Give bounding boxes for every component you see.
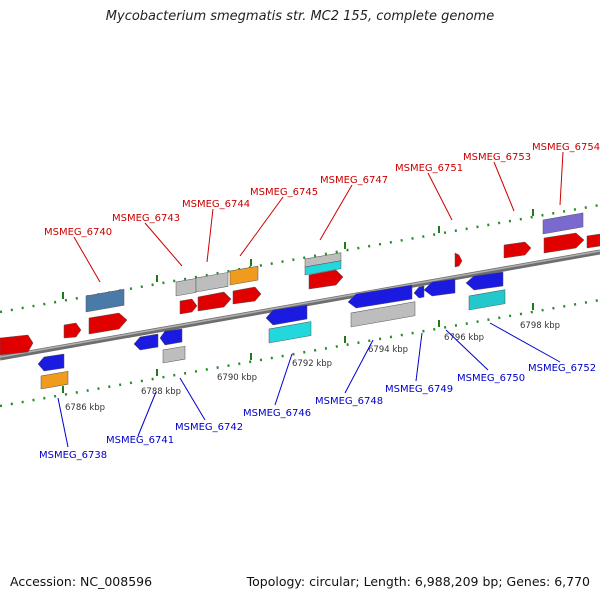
- gene-box: [268, 321, 312, 344]
- accession-text: Accession: NC_008596: [10, 574, 153, 589]
- forward-gene-features: [0, 212, 600, 356]
- gene-box: [468, 289, 506, 311]
- genome-summary-text: Topology: circular; Length: 6,988,209 bp…: [246, 574, 590, 589]
- gene-box: [304, 260, 342, 276]
- gene-arrow: [265, 304, 308, 326]
- gene-box: [85, 289, 125, 313]
- gene-arrow: [543, 232, 585, 254]
- gene-arrow: [465, 271, 504, 291]
- gene-label: MSMEG_6747: [320, 175, 388, 186]
- major-ticks: [62, 209, 534, 393]
- gene-arrow: [586, 233, 600, 249]
- tick-label: 6794 kbp: [368, 345, 408, 355]
- gene-label: MSMEG_6752: [528, 363, 596, 374]
- gene-label: MSMEG_6751: [395, 163, 463, 174]
- tick-label: 6790 kbp: [217, 373, 257, 383]
- gene-arrow: [133, 333, 159, 351]
- forward-leader-lines: [73, 151, 564, 283]
- gene-arrow: [232, 286, 262, 305]
- gene-label: MSMEG_6741: [106, 435, 174, 446]
- gene-arrow: [159, 328, 183, 346]
- gene-label: MSMEG_6750: [457, 373, 525, 384]
- gene-arrow: [413, 285, 425, 299]
- gene-label: MSMEG_6753: [463, 152, 531, 163]
- gene-arrow: [308, 269, 344, 290]
- gene-label: MSMEG_6740: [44, 227, 112, 238]
- gene-label: MSMEG_6738: [39, 450, 107, 461]
- genome-backbone: [0, 249, 600, 361]
- gene-arrow: [88, 312, 128, 335]
- tick-label: 6796 kbp: [444, 333, 484, 343]
- gene-label: MSMEG_6743: [112, 213, 180, 224]
- gene-label: MSMEG_6749: [385, 384, 453, 395]
- gene-arrow: [503, 241, 532, 259]
- gene-box: [350, 301, 416, 328]
- reverse-gene-features: [37, 271, 506, 390]
- gene-arrow: [347, 284, 413, 309]
- gene-box: [195, 272, 229, 293]
- gene-box: [542, 212, 584, 235]
- gene-label: MSMEG_6742: [175, 422, 243, 433]
- gene-box: [229, 265, 259, 286]
- tick-label: 6798 kbp: [520, 321, 560, 331]
- gene-arrow: [197, 291, 232, 312]
- gene-arrow: [0, 334, 34, 356]
- gene-arrow: [179, 298, 198, 315]
- gene-arrow: [37, 353, 65, 372]
- gene-arrow: [454, 252, 463, 268]
- reverse-leader-lines: [57, 322, 561, 448]
- upper-dotted-track: [0, 203, 600, 314]
- gene-box: [162, 345, 186, 364]
- lower-dotted-track: [0, 298, 600, 408]
- gene-box: [40, 370, 69, 390]
- gene-arrow: [63, 322, 82, 339]
- tick-label: 6792 kbp: [292, 359, 332, 369]
- gene-label: MSMEG_6754: [532, 142, 600, 153]
- gene-label: MSMEG_6745: [250, 187, 318, 198]
- genome-title: Mycobacterium smegmatis str. MC2 155, co…: [105, 9, 495, 24]
- tick-label: 6788 kbp: [141, 387, 181, 397]
- gene-arrow: [423, 278, 456, 297]
- gene-box: [175, 278, 197, 297]
- gene-label: MSMEG_6746: [243, 408, 311, 419]
- gene-label: MSMEG_6744: [182, 199, 250, 210]
- gene-label: MSMEG_6748: [315, 396, 383, 407]
- tick-label: 6786 kbp: [65, 403, 105, 413]
